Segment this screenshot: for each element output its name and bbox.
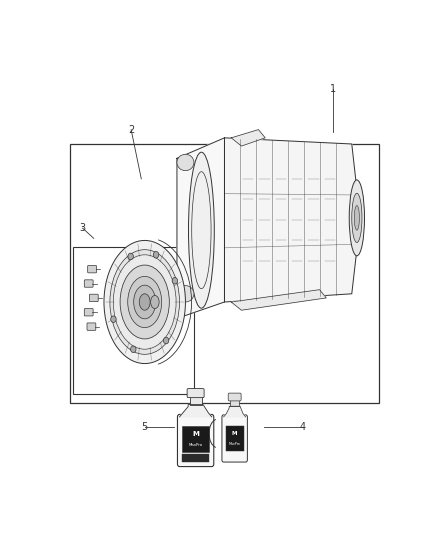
Ellipse shape [177, 154, 194, 171]
Text: 3: 3 [80, 223, 86, 233]
Ellipse shape [120, 265, 170, 339]
Polygon shape [224, 138, 360, 302]
Ellipse shape [113, 255, 176, 349]
Bar [74, 247, 194, 394]
FancyBboxPatch shape [89, 294, 98, 302]
Text: 1: 1 [330, 84, 336, 94]
Text: M: M [232, 431, 237, 436]
Ellipse shape [349, 180, 364, 256]
Ellipse shape [177, 286, 194, 302]
FancyBboxPatch shape [84, 309, 93, 316]
Ellipse shape [153, 252, 159, 258]
Ellipse shape [110, 249, 180, 354]
Text: MaxPro: MaxPro [188, 442, 203, 447]
FancyBboxPatch shape [177, 415, 214, 466]
FancyBboxPatch shape [187, 389, 204, 398]
Bar [182, 454, 209, 462]
Ellipse shape [188, 152, 214, 308]
Bar [182, 426, 209, 453]
Polygon shape [180, 405, 212, 417]
Bar [70, 144, 379, 402]
Polygon shape [231, 290, 326, 310]
FancyBboxPatch shape [84, 280, 93, 287]
Ellipse shape [128, 253, 133, 260]
Bar [230, 399, 239, 406]
Polygon shape [224, 406, 246, 417]
Ellipse shape [128, 276, 162, 328]
Ellipse shape [104, 240, 185, 364]
FancyBboxPatch shape [222, 415, 247, 462]
Polygon shape [177, 138, 224, 318]
Polygon shape [231, 130, 265, 146]
Ellipse shape [352, 193, 362, 243]
Ellipse shape [172, 278, 177, 284]
Text: 4: 4 [300, 422, 306, 432]
FancyBboxPatch shape [88, 265, 96, 273]
Bar [190, 395, 202, 405]
Ellipse shape [139, 294, 150, 310]
FancyBboxPatch shape [87, 323, 96, 330]
Ellipse shape [134, 285, 156, 319]
Ellipse shape [354, 206, 360, 230]
FancyBboxPatch shape [228, 393, 241, 401]
Text: 5: 5 [141, 422, 148, 432]
Ellipse shape [151, 295, 159, 309]
Ellipse shape [131, 346, 136, 352]
Ellipse shape [111, 316, 116, 322]
Text: 2: 2 [128, 125, 134, 135]
Text: MaxPro: MaxPro [229, 442, 240, 446]
Text: M: M [192, 431, 199, 437]
Bar [226, 425, 244, 451]
Ellipse shape [163, 337, 169, 344]
